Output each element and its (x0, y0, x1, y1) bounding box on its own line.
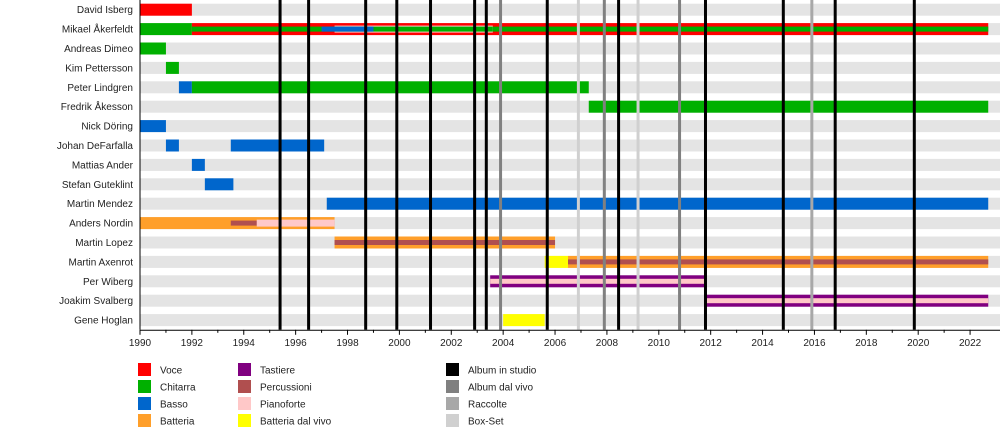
row-band-gene-hoglan (140, 314, 1000, 327)
tick-label-1996: 1996 (285, 338, 308, 349)
row-band-kim-pettersson (140, 61, 1000, 74)
member-label-gene-hoglan: Gene Hoglan (74, 316, 133, 327)
tick-label-2014: 2014 (751, 338, 774, 349)
legend-swatch-pianoforte (238, 397, 251, 410)
row-band-martin-lopez (140, 236, 1000, 249)
release-lines (278, 0, 916, 330)
tick-label-1998: 1998 (336, 338, 359, 349)
legend-swatch-batteria (138, 414, 151, 427)
bar-martin-mendez-basso-0 (326, 197, 989, 210)
legend-label-pianoforte: Pianoforte (260, 400, 306, 411)
legend-label-batteria: Batteria (160, 417, 195, 428)
legend-label-percussioni: Percussioni (260, 383, 312, 394)
bar-johan-defarfalla-basso-0 (165, 139, 179, 152)
member-label-david-isberg: David Isberg (77, 5, 133, 16)
member-label-peter-lindgren: Peter Lindgren (67, 83, 133, 94)
row-band-nick-doring (140, 120, 1000, 133)
row-band-anders-nordin (140, 217, 1000, 230)
legend-swatch-voce (138, 363, 151, 376)
tick-label-1990: 1990 (129, 338, 152, 349)
member-label-martin-lopez: Martin Lopez (75, 238, 133, 249)
member-label-andreas-dimeo: Andreas Dimeo (64, 44, 133, 55)
member-label-martin-mendez: Martin Mendez (67, 199, 133, 210)
bar-martin-axenrot-percussioni-2 (568, 259, 989, 265)
tick-label-1994: 1994 (233, 338, 256, 349)
tick-label-2016: 2016 (803, 338, 826, 349)
legend-label-album-dal-vivo: Album dal vivo (468, 383, 533, 394)
bar-mattias-ander-basso-0 (191, 158, 205, 171)
bar-peter-lindgren-chitarra-1 (191, 81, 589, 94)
legend-label-box-set: Box-Set (468, 417, 504, 428)
legend-label-album-in-studio: Album in studio (468, 366, 537, 377)
legend-swatch-chitarra (138, 380, 151, 393)
bar-andreas-dimeo-chitarra-0 (140, 42, 166, 55)
member-label-nick-doring: Nick Döring (81, 122, 133, 133)
legend-label-batteria-dal-vivo: Batteria dal vivo (260, 417, 332, 428)
bar-nick-doring-basso-0 (140, 120, 166, 133)
legend-label-basso: Basso (160, 400, 188, 411)
legend-swatch-album-in-studio (446, 363, 459, 376)
member-label-fredrik-akesson: Fredrik Åkesson (61, 100, 133, 113)
tick-label-2006: 2006 (544, 338, 567, 349)
tick-label-1992: 1992 (181, 338, 204, 349)
tick-label-2008: 2008 (596, 338, 619, 349)
legend-label-voce: Voce (160, 366, 183, 377)
bar-stefan-guteklint-basso-0 (204, 178, 234, 191)
member-label-anders-nordin: Anders Nordin (69, 219, 133, 230)
tick-label-2000: 2000 (388, 338, 411, 349)
bar-mikael-akerfeldt-chitarra-4 (334, 26, 493, 32)
bar-mikael-akerfeldt-basso-5 (321, 26, 374, 32)
bar-kim-pettersson-chitarra-0 (165, 61, 179, 74)
legend-swatch-percussioni (238, 380, 251, 393)
legend: Voce Chitarra Basso Batteria Tastiere Percuss… (138, 363, 537, 428)
member-label-johan-defarfalla: Johan DeFarfalla (57, 141, 134, 152)
bar-mikael-akerfeldt-chitarra-0 (140, 23, 192, 36)
legend-swatch-batteria-dal-vivo (238, 414, 251, 427)
tick-label-2002: 2002 (440, 338, 463, 349)
member-label-stefan-guteklint: Stefan Guteklint (62, 180, 133, 191)
member-label-martin-axenrot: Martin Axenrot (69, 257, 134, 268)
bar-martin-lopez-percussioni-1 (334, 240, 556, 245)
legend-swatch-box-set (446, 414, 459, 427)
bar-anders-nordin-pianoforte-2 (256, 219, 335, 227)
bar-peter-lindgren-basso-0 (178, 81, 192, 94)
bar-johan-defarfalla-basso-1 (230, 139, 325, 152)
tick-label-2004: 2004 (492, 338, 515, 349)
legend-swatch-tastiere (238, 363, 251, 376)
tick-label-2018: 2018 (855, 338, 878, 349)
legend-swatch-raccolte (446, 397, 459, 410)
tick-label-2022: 2022 (959, 338, 982, 349)
member-label-kim-pettersson: Kim Pettersson (65, 63, 133, 74)
member-labels: David Isberg Mikael Åkerfeldt Andreas Dime… (57, 5, 134, 326)
row-band-stefan-guteklint (140, 178, 1000, 191)
tick-label-2020: 2020 (907, 338, 930, 349)
legend-swatch-album-dal-vivo (446, 380, 459, 393)
bar-fredrik-akesson-chitarra-0 (588, 100, 989, 113)
legend-label-tastiere: Tastiere (260, 366, 295, 377)
x-axis: 1990 1992 1994 1996 1998 2000 2002 2004 2006 2008… (129, 0, 1000, 349)
tick-label-2012: 2012 (700, 338, 723, 349)
legend-swatch-basso (138, 397, 151, 410)
legend-label-chitarra: Chitarra (160, 383, 196, 394)
member-label-per-wiberg: Per Wiberg (83, 277, 133, 288)
member-bars (140, 3, 989, 327)
bar-per-wiberg-pianoforte-1 (490, 278, 706, 284)
row-band-andreas-dimeo (140, 42, 1000, 55)
bar-gene-hoglan-batteria-dal-vivo-0 (503, 314, 545, 327)
row-band-johan-defarfalla (140, 139, 1000, 152)
bar-joakim-svalberg-pianoforte-1 (705, 298, 989, 304)
bar-david-isberg-voce-0 (140, 3, 192, 16)
legend-label-raccolte: Raccolte (468, 400, 507, 411)
member-label-mattias-ander: Mattias Ander (72, 160, 134, 171)
member-label-mikael-akerfeldt: Mikael Åkerfeldt (62, 23, 133, 36)
row-band-mattias-ander (140, 158, 1000, 171)
member-label-joakim-svalberg: Joakim Svalberg (59, 296, 133, 307)
row-band-david-isberg (140, 3, 1000, 16)
bar-martin-axenrot-batteria-dal-vivo-0 (544, 255, 569, 268)
tick-label-2010: 2010 (648, 338, 671, 349)
bar-mikael-akerfeldt-chitarra-2 (191, 26, 989, 32)
